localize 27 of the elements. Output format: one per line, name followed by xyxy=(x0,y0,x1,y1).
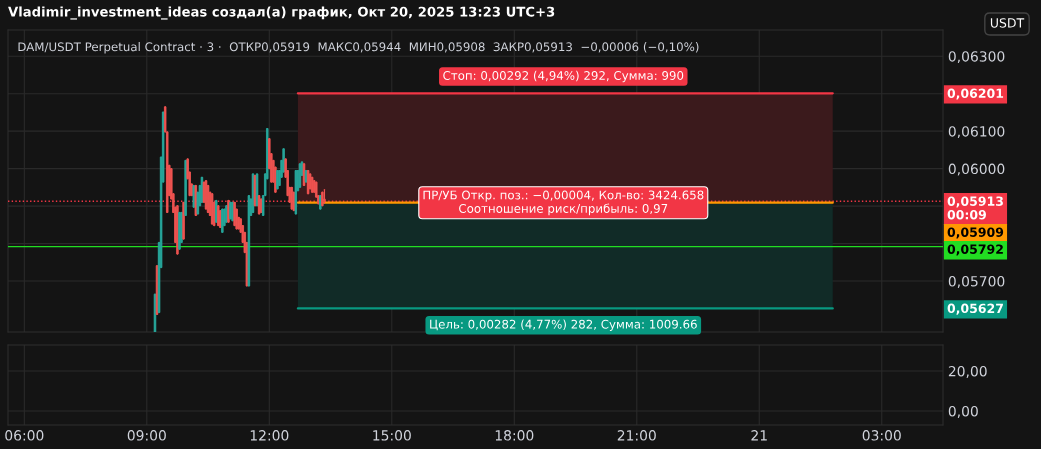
annotation: Стоп: 0,00292 (4,94%) 292, Сумма: 990 xyxy=(443,70,684,83)
x-tick-label: 21:00 xyxy=(617,430,656,441)
x-tick-label: 18:00 xyxy=(495,430,534,441)
y-tick-label: 0,06300 xyxy=(948,51,1005,64)
x-tick-label: 15:00 xyxy=(373,430,411,441)
chart-title: Vladimir_investment_ideas создал(а) график, Окт 20, 2025 13:23 UTC+3 xyxy=(8,6,555,20)
text: 0,05627 xyxy=(947,303,1003,315)
candlestick xyxy=(227,199,230,223)
y-tick-label: 0,00 xyxy=(948,405,978,418)
y-tick-label: 20,00 xyxy=(948,365,987,378)
annotation: Цель: 0,00282 (4,77%) 282, Сумма: 1009.66 xyxy=(430,319,697,331)
ref-line-label: 0,05913 00:09 xyxy=(947,196,1003,220)
x-tick-label: 21 xyxy=(751,430,767,441)
y-tick-label: 0,05700 xyxy=(948,276,1005,288)
y-tick-label: 0,06100 xyxy=(948,126,1005,139)
y-tick-label: 0,06000 xyxy=(948,163,1005,176)
x-tick-label: 03:00 xyxy=(862,430,901,441)
x-tick-label: 06:00 xyxy=(5,430,44,441)
text: 0,05909 xyxy=(947,227,1004,239)
text: 0,06201 xyxy=(947,88,1004,100)
candlestick xyxy=(323,188,326,204)
text: DAM/USDT Perpetual Contract · 3 · ОТКР0,05919 МАКС0,05944 МИН0,05908 ЗАКР0,05913 −0,00006 (−0,10%) xyxy=(18,42,699,54)
text: USDT xyxy=(990,18,1025,28)
ref-line-label: 0,05792 xyxy=(947,244,1003,256)
x-tick-label: 09:00 xyxy=(127,430,166,441)
annotation: ПР/УБ Откр. поз.: −0,00004, Кол-во: 3424.658 Соотношение риск/прибыль: 0,97 xyxy=(423,190,704,216)
x-tick-label: 12:00 xyxy=(250,430,289,441)
